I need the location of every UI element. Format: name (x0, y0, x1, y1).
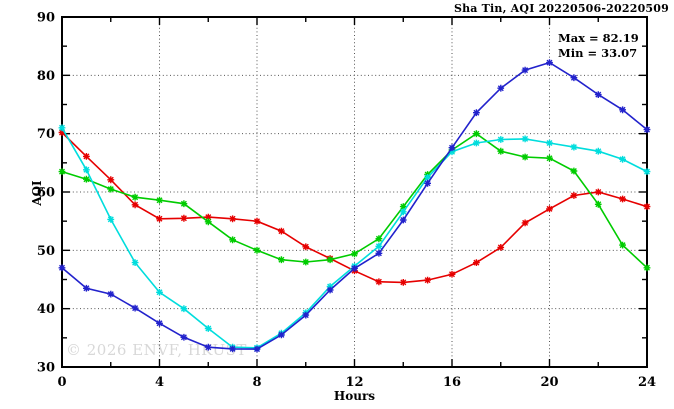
plot-frame (61, 16, 648, 368)
y-tick-label: 40 (37, 302, 55, 317)
chart-title: Sha Tin, AQI 20220506-20220509 (453, 2, 669, 15)
chart-stats: Max = 82.19 Min = 33.07 (558, 31, 639, 61)
x-tick-label: 12 (345, 375, 363, 390)
y-tick-label: 80 (37, 69, 55, 84)
max-stat: Max = 82.19 (558, 31, 639, 45)
x-tick-label: 4 (155, 375, 164, 390)
y-tick-label: 70 (37, 127, 55, 142)
min-stat: Min = 33.07 (558, 46, 638, 60)
x-tick-label: 0 (57, 375, 66, 390)
series-cyan-markers (58, 124, 651, 352)
x-tick-label: 24 (638, 375, 656, 390)
x-axis-title: Hours (333, 389, 376, 403)
series-blue-markers (58, 59, 651, 353)
y-tick-label: 60 (37, 186, 55, 201)
x-tick-label: 8 (252, 375, 261, 390)
watermark: © 2026 ENVF, HKUST (66, 341, 247, 359)
y-tick-label: 90 (37, 11, 55, 26)
x-tick-label: 20 (540, 375, 558, 390)
tick-labels: 30 40 50 60 70 80 90 0 4 8 12 16 20 24 (37, 11, 656, 391)
x-tick-label: 16 (443, 375, 461, 390)
y-tick-label: 50 (37, 244, 55, 259)
series-cyan (58, 124, 651, 352)
series-cyan-line (61, 127, 648, 349)
y-tick-label: 30 (37, 361, 55, 376)
series-blue (58, 59, 651, 353)
series-blue-line (61, 61, 648, 350)
series-red-line (61, 131, 648, 284)
gridlines (62, 17, 647, 367)
